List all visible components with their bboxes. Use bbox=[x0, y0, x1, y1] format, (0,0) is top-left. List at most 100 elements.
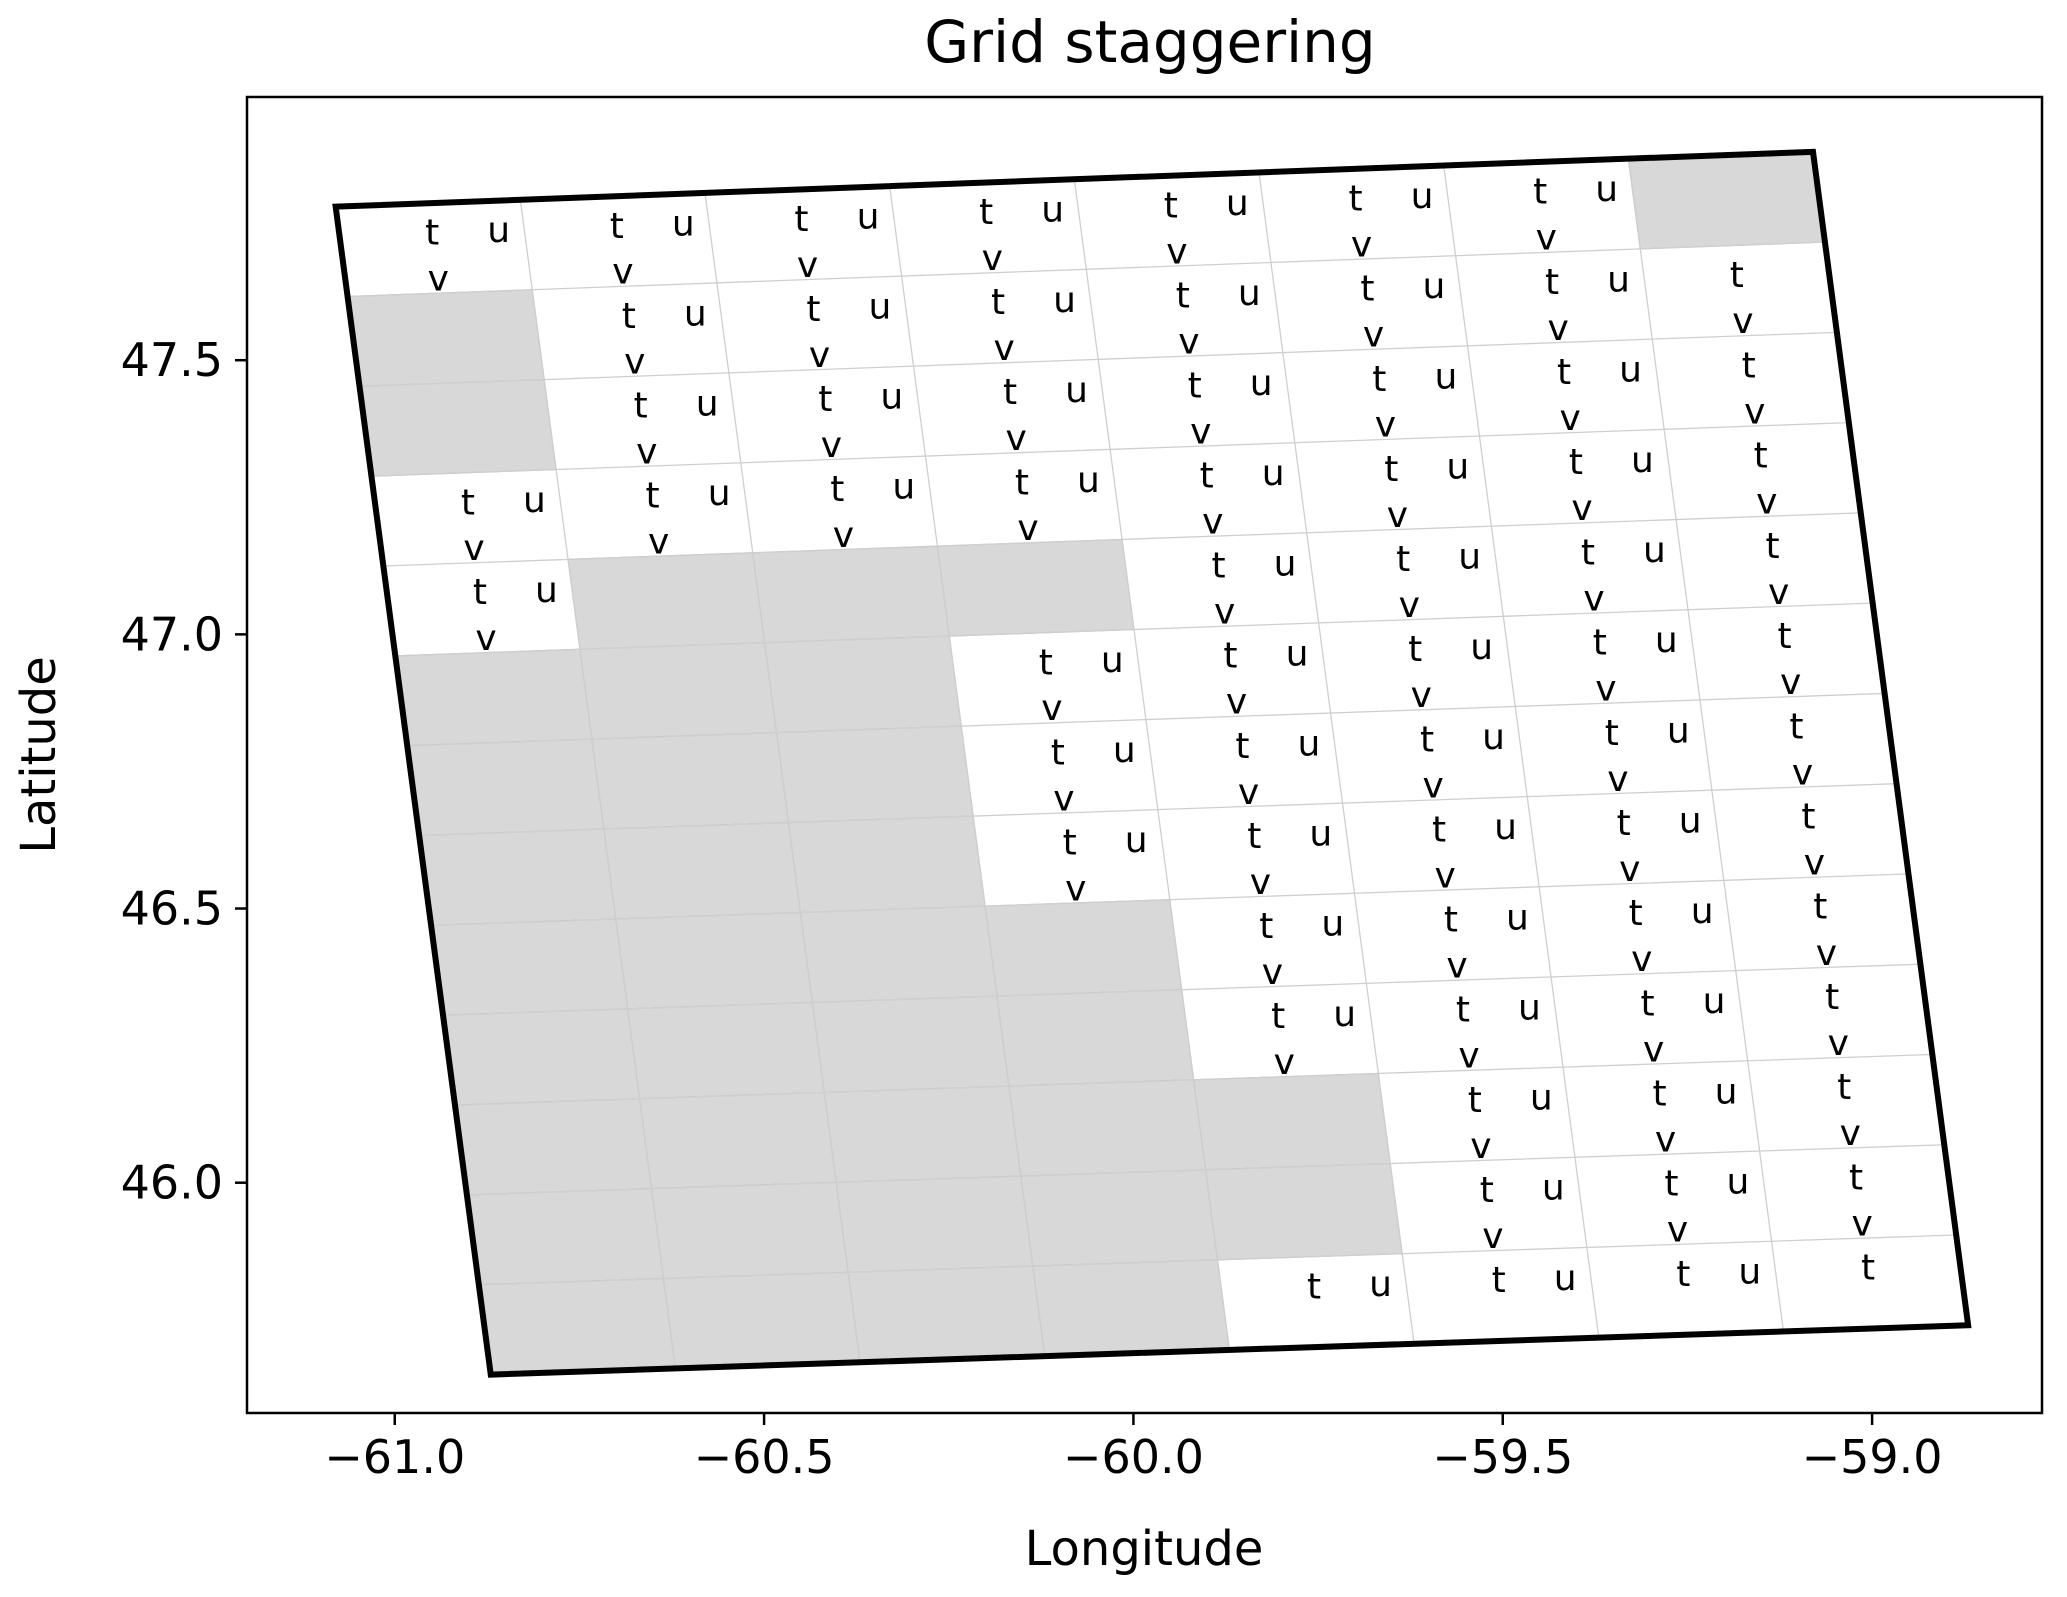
t-point: t bbox=[1641, 983, 1655, 1024]
u-point: u bbox=[672, 203, 695, 244]
land-cell bbox=[358, 378, 557, 477]
v-point: v bbox=[1226, 682, 1247, 723]
v-point: v bbox=[1214, 592, 1235, 633]
t-point: t bbox=[1581, 532, 1595, 573]
v-point: v bbox=[1363, 315, 1384, 356]
u-point: u bbox=[1554, 1258, 1577, 1299]
grid-column-line bbox=[1258, 172, 1415, 1344]
u-point: u bbox=[1619, 350, 1642, 391]
grid-column-line bbox=[889, 186, 1046, 1357]
t-point: t bbox=[1408, 629, 1422, 670]
land-layer bbox=[346, 151, 1826, 1376]
v-point: v bbox=[1065, 868, 1086, 909]
v-point: v bbox=[428, 259, 449, 300]
u-point: u bbox=[1446, 447, 1469, 488]
grid-row-line bbox=[478, 1234, 1957, 1286]
v-point: v bbox=[1041, 688, 1062, 729]
t-point: t bbox=[1015, 462, 1029, 503]
x-axis-ticks: −61.0 −60.5 −60.0 −59.5 −59.0 bbox=[324, 1413, 1943, 1484]
v-point: v bbox=[475, 618, 496, 659]
v-point: v bbox=[648, 521, 669, 562]
land-cell bbox=[478, 1277, 677, 1376]
t-point: t bbox=[1372, 359, 1386, 400]
v-point: v bbox=[1631, 939, 1652, 980]
v-point: v bbox=[1238, 772, 1259, 813]
t-point: t bbox=[1605, 713, 1619, 754]
t-point: t bbox=[1348, 179, 1362, 220]
v-point: v bbox=[1571, 488, 1592, 529]
u-point: u bbox=[1494, 807, 1517, 848]
t-point: t bbox=[610, 206, 624, 247]
t-point: t bbox=[1789, 706, 1803, 747]
v-point: v bbox=[1744, 391, 1765, 432]
u-point: u bbox=[1518, 987, 1541, 1028]
land-cell bbox=[442, 1008, 641, 1106]
u-point: u bbox=[1262, 453, 1285, 494]
grid-row-line bbox=[443, 963, 1921, 1016]
v-point: v bbox=[1470, 1126, 1491, 1167]
x-tick-label: −60.0 bbox=[1063, 1430, 1204, 1484]
v-point: v bbox=[1595, 669, 1616, 710]
t-point: t bbox=[1063, 822, 1077, 863]
y-axis-ticks: 46.0 46.5 47.0 47.5 bbox=[121, 333, 247, 1210]
t-point: t bbox=[622, 296, 636, 337]
t-point: t bbox=[461, 482, 475, 523]
v-point: v bbox=[1792, 752, 1813, 793]
u-point: u bbox=[684, 293, 707, 334]
domain-boundary bbox=[332, 148, 1972, 1378]
t-point: t bbox=[1200, 456, 1214, 497]
t-point: t bbox=[1247, 816, 1261, 857]
t-point: t bbox=[979, 192, 993, 233]
y-tick-label: 47.5 bbox=[121, 333, 223, 387]
y-tick-label: 46.0 bbox=[121, 1156, 223, 1210]
t-point: t bbox=[1444, 900, 1458, 941]
t-point: t bbox=[1664, 1164, 1678, 1205]
land-cell bbox=[775, 725, 974, 824]
chart-title: Grid staggering bbox=[924, 8, 1376, 76]
v-point: v bbox=[1780, 662, 1801, 703]
t-point: t bbox=[1593, 623, 1607, 664]
land-cell bbox=[1008, 1079, 1207, 1177]
land-cell bbox=[763, 635, 962, 734]
v-point: v bbox=[624, 342, 645, 383]
u-point: u bbox=[1065, 370, 1088, 411]
u-point: u bbox=[1727, 1161, 1750, 1202]
t-point: t bbox=[1825, 977, 1839, 1018]
u-point: u bbox=[1423, 266, 1446, 307]
x-tick-label: −61.0 bbox=[324, 1430, 465, 1484]
t-point: t bbox=[991, 282, 1005, 323]
land-cell bbox=[799, 905, 998, 1004]
t-point: t bbox=[1420, 719, 1434, 760]
t-point: t bbox=[1212, 546, 1226, 587]
t-point: t bbox=[830, 469, 844, 510]
t-point: t bbox=[1384, 449, 1398, 490]
v-point: v bbox=[463, 528, 484, 569]
u-point: u bbox=[1226, 183, 1249, 224]
v-point: v bbox=[1732, 301, 1753, 342]
land-cell bbox=[752, 545, 950, 644]
t-point: t bbox=[425, 213, 439, 254]
u-point: u bbox=[1530, 1078, 1553, 1119]
t-point: t bbox=[1235, 726, 1249, 767]
u-point: u bbox=[1238, 273, 1261, 314]
t-point: t bbox=[1861, 1248, 1875, 1289]
grid-row-line bbox=[466, 1144, 1945, 1196]
t-point: t bbox=[1456, 990, 1470, 1031]
t-point: t bbox=[1629, 893, 1643, 934]
u-point: u bbox=[1542, 1168, 1565, 1209]
grid-row-line bbox=[454, 1053, 1933, 1106]
u-point: u bbox=[1101, 640, 1124, 681]
t-point: t bbox=[1051, 732, 1065, 773]
u-point: u bbox=[1738, 1252, 1761, 1293]
grid-row-line bbox=[431, 873, 1909, 927]
u-point: u bbox=[1286, 633, 1309, 674]
land-cell bbox=[430, 918, 629, 1016]
v-point: v bbox=[1548, 308, 1569, 349]
v-point: v bbox=[1655, 1120, 1676, 1161]
x-tick-label: −59.5 bbox=[1432, 1430, 1573, 1484]
t-point: t bbox=[1271, 996, 1285, 1037]
land-cell bbox=[662, 1271, 861, 1370]
u-point: u bbox=[487, 210, 510, 251]
v-point: v bbox=[1840, 1113, 1861, 1154]
v-point: v bbox=[1434, 855, 1455, 896]
